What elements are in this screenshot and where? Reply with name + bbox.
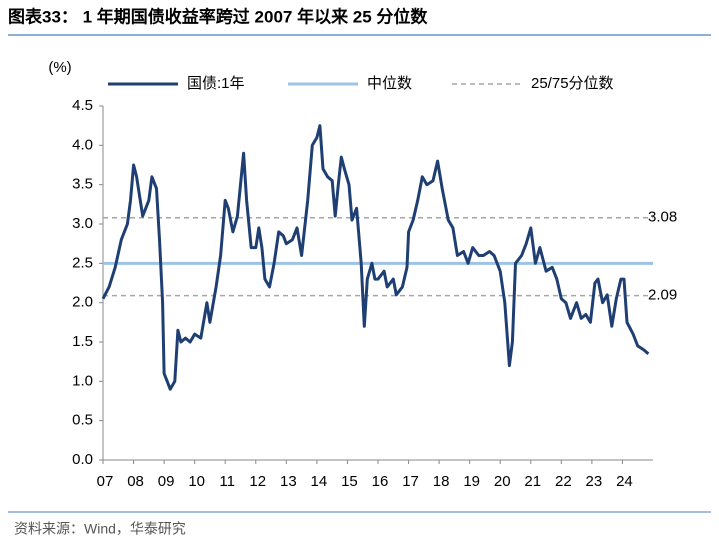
legend-label: 25/75分位数 — [531, 75, 614, 92]
reference-label: 2.09 — [648, 287, 677, 304]
x-tick-label: 13 — [280, 473, 297, 490]
y-tick-label: 3.0 — [72, 215, 93, 232]
y-tick-label: 2.0 — [72, 294, 93, 311]
x-tick-label: 10 — [188, 473, 205, 490]
reference-label: 3.08 — [648, 209, 677, 226]
x-tick-label: 22 — [555, 473, 572, 490]
x-tick-label: 23 — [586, 473, 603, 490]
y-tick-label: 1.5 — [72, 333, 93, 350]
x-tick-label: 07 — [97, 473, 114, 490]
x-tick-label: 08 — [127, 473, 144, 490]
x-tick-label: 19 — [463, 473, 480, 490]
x-tick-label: 24 — [616, 473, 633, 490]
x-tick-label: 15 — [341, 473, 358, 490]
series-line — [101, 124, 650, 391]
x-tick-label: 12 — [249, 473, 266, 490]
x-tick-label: 18 — [433, 473, 450, 490]
y-unit: (%) — [48, 59, 71, 76]
x-tick-label: 11 — [219, 473, 235, 490]
y-tick-label: 2.5 — [72, 254, 93, 271]
x-tick-label: 14 — [311, 473, 328, 490]
y-tick-label: 0.5 — [72, 412, 93, 429]
x-tick-label: 16 — [372, 473, 389, 490]
x-tick-label: 09 — [158, 473, 175, 490]
y-tick-label: 4.5 — [72, 97, 93, 114]
y-tick-label: 4.0 — [72, 136, 93, 153]
y-tick-label: 0.0 — [72, 451, 93, 468]
x-tick-label: 21 — [524, 473, 541, 490]
legend-label: 国债:1年 — [187, 75, 245, 92]
y-tick-label: 3.5 — [72, 176, 93, 193]
legend-label: 中位数 — [367, 75, 412, 92]
x-tick-label: 20 — [494, 473, 511, 490]
y-tick-label: 1.0 — [72, 372, 93, 389]
chart-title: 图表33： 1 年期国债收益率跨过 2007 年以来 25 分位数 — [8, 6, 428, 26]
x-tick-label: 17 — [402, 473, 419, 490]
source: 资料来源：Wind，华泰研究 — [14, 521, 186, 537]
